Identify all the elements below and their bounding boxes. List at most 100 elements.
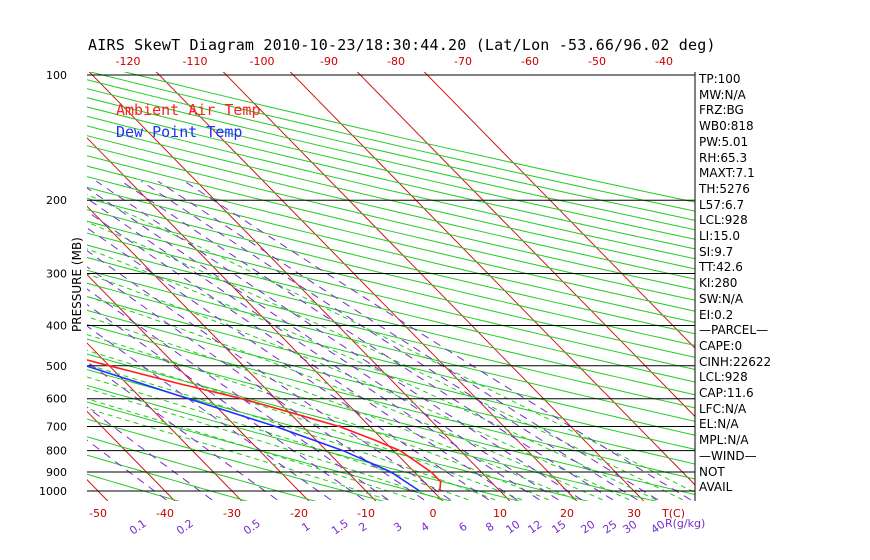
mixing-ratio-tick-label: 1 <box>299 520 312 535</box>
sounding-index-item: LI:15.0 <box>699 229 740 244</box>
sounding-index-item: NOT <box>699 464 725 479</box>
dry-adiabat-line <box>87 353 658 501</box>
sounding-index-item: LCL:928 <box>699 213 748 228</box>
dry-adiabat-line <box>87 401 453 501</box>
sounding-index-item: SW:N/A <box>699 291 744 306</box>
mixing-ratio-line <box>87 406 213 501</box>
sounding-index-item: AVAIL <box>699 480 733 495</box>
isotherm-line <box>87 205 377 501</box>
pressure-tick-label: 500 <box>46 360 67 373</box>
mixing-ratio-tick-label: 30 <box>621 518 640 537</box>
sounding-index-item: —WIND— <box>699 448 757 463</box>
bottom-temperature-tick-label: -40 <box>156 507 174 520</box>
top-temperature-tick-label: -60 <box>521 55 539 68</box>
mixing-ratio-line <box>87 197 540 501</box>
mixing-ratio-tick-label: 15 <box>550 518 569 537</box>
pressure-tick-label: 700 <box>46 421 67 434</box>
mixing-ratio-unit-label: R(g/kg) <box>665 517 705 530</box>
sounding-index-item: TP:100 <box>699 72 741 86</box>
mixing-ratio-line <box>184 180 691 501</box>
isotherm-line <box>0 60 41 501</box>
dry-adiabat-line <box>87 384 521 501</box>
dry-adiabat-line <box>87 436 317 501</box>
profile-series <box>87 359 442 492</box>
dry-adiabat-line <box>87 97 695 240</box>
dry-adiabat-line <box>87 454 249 501</box>
dry-adiabat-line <box>87 145 695 291</box>
mixing-ratio-line <box>121 180 614 501</box>
isotherm-line <box>356 72 695 418</box>
sounding-index-item: MAXT:7.1 <box>699 166 755 181</box>
sounding-index-item: TH:5276 <box>699 181 750 196</box>
top-temperature-tick-label: -80 <box>387 55 405 68</box>
mixing-ratio-tick-label: 25 <box>601 518 620 537</box>
pressure-tick-label: 100 <box>46 69 67 82</box>
dry-adiabat-line <box>87 115 695 260</box>
mixing-ratio-tick-label: 20 <box>579 518 598 537</box>
mixing-ratio-tick-label: 12 <box>526 518 545 537</box>
top-temperature-tick-label: -40 <box>655 55 673 68</box>
dew-point-temp-line <box>87 365 421 492</box>
pressure-tick-label: 200 <box>46 194 67 207</box>
isotherm-line <box>289 72 695 486</box>
pressure-tick-label: 600 <box>46 393 67 406</box>
moist-adiabat-line <box>87 387 442 501</box>
top-temperature-tick-label: -70 <box>454 55 472 68</box>
top-temperature-tick-label: -100 <box>250 55 275 68</box>
mixing-ratio-tick-label: 8 <box>483 520 496 535</box>
top-temperature-tick-label: -90 <box>320 55 338 68</box>
y-axis-label: PRESSURE (MB) <box>70 237 84 332</box>
sounding-index-item: LCL:928 <box>699 370 748 385</box>
mixing-ratio-tick-label: 0.2 <box>174 517 196 538</box>
dry-adiabat-line <box>87 88 695 231</box>
sounding-index-item: EL:N/A <box>699 417 739 432</box>
dry-adiabat-line <box>87 220 695 370</box>
pressure-tick-label: 900 <box>46 466 67 479</box>
mixing-ratio-lines <box>87 180 691 501</box>
sounding-index-item: PW:5.01 <box>699 134 749 149</box>
top-temperature-tick-label: -110 <box>183 55 208 68</box>
bottom-temperature-tick-label: -10 <box>357 507 375 520</box>
dry-adiabat-line <box>87 256 695 409</box>
pressure-tick-label: 400 <box>46 319 67 332</box>
sounding-index-item: FRZ:BG <box>699 103 744 118</box>
sounding-index-item: CAPE:0 <box>699 338 743 353</box>
mixing-ratio-tick-label: 0.1 <box>127 517 149 538</box>
mixing-ratio-line <box>87 361 278 501</box>
sounding-index-item: EI:0.2 <box>699 307 734 322</box>
dry-adiabat-line <box>87 269 695 422</box>
mixing-ratio-tick-label: 4 <box>418 520 431 535</box>
dry-adiabat-line <box>87 125 695 270</box>
pressure-tick-label: 300 <box>46 267 67 280</box>
dry-adiabat-line <box>87 106 695 250</box>
dry-adiabat-line <box>87 186 695 335</box>
sounding-index-item: —PARCEL— <box>699 323 769 338</box>
isotherm-line <box>87 410 176 501</box>
sounding-index-item: TT:42.6 <box>699 260 743 275</box>
bottom-temperature-tick-label: 10 <box>493 507 507 520</box>
dry-adiabat-line <box>87 165 695 312</box>
dry-adiabat-line <box>87 338 695 496</box>
mixing-ratio-line <box>87 303 365 501</box>
isotherm-line <box>222 72 645 501</box>
sounding-index-item: SI:9.7 <box>699 244 734 259</box>
sounding-index-item: RH:65.3 <box>699 150 748 165</box>
isotherm-line <box>423 72 695 349</box>
mixing-ratio-line <box>87 210 518 501</box>
dry-adiabat-line <box>87 296 695 450</box>
mixing-ratio-tick-label: 6 <box>456 520 469 535</box>
dry-adiabat-line <box>87 244 695 396</box>
dry-adiabat-line <box>87 282 695 436</box>
dry-adiabat-line <box>87 209 695 358</box>
sounding-index-item: KI:280 <box>699 276 738 291</box>
dry-adiabat-line <box>87 176 695 323</box>
dry-adiabat-line <box>87 418 385 501</box>
dry-adiabat-line <box>87 135 695 280</box>
mixing-ratio-tick-label: 3 <box>391 520 404 535</box>
bottom-temperature-tick-label: 20 <box>560 507 574 520</box>
top-temperature-tick-label: -50 <box>588 55 606 68</box>
mixing-ratio-tick-label: 10 <box>504 518 523 537</box>
bottom-temperature-tick-label: 30 <box>627 507 641 520</box>
sounding-index-item: MW:N/A <box>699 87 746 102</box>
